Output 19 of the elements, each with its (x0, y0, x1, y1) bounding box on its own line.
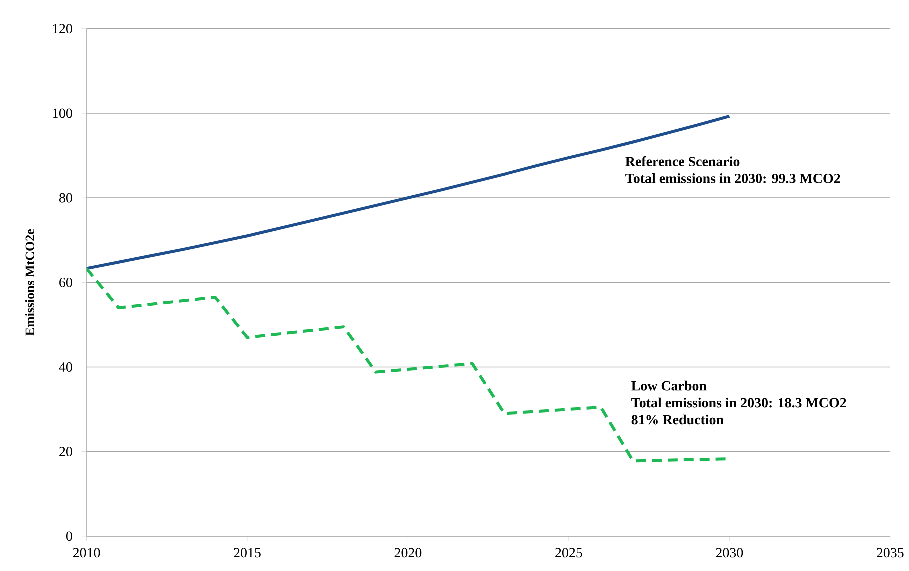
y-tick-label: 100 (53, 108, 72, 118)
x-tick-label: 2030 (716, 548, 744, 558)
annotation: 81% Reduction (632, 414, 724, 425)
y-tick-label: 0 (66, 532, 72, 541)
x-tick-label: 2010 (73, 548, 100, 558)
y-tick-label: 40 (59, 362, 72, 372)
y-tick-label: 120 (53, 24, 72, 34)
y-axis-title: Emissions MtCO2e (25, 229, 35, 336)
x-tick-label: 2020 (394, 548, 422, 558)
annotation: Low Carbon (632, 380, 707, 391)
x-tick-label: 2035 (877, 548, 904, 558)
y-tick-label: 80 (60, 193, 72, 203)
annotation: Total emissions in 2030: 99.3 MCO2 (626, 173, 840, 184)
annotation: Reference Scenario (626, 156, 740, 166)
y-tick-label: 60 (60, 278, 72, 288)
annotation: Total emissions in 2030: 18.3 MCO2 (632, 398, 846, 408)
y-tick-label: 20 (60, 446, 72, 456)
x-tick-label: 2015 (234, 548, 261, 558)
x-tick-label: 2025 (556, 548, 582, 558)
